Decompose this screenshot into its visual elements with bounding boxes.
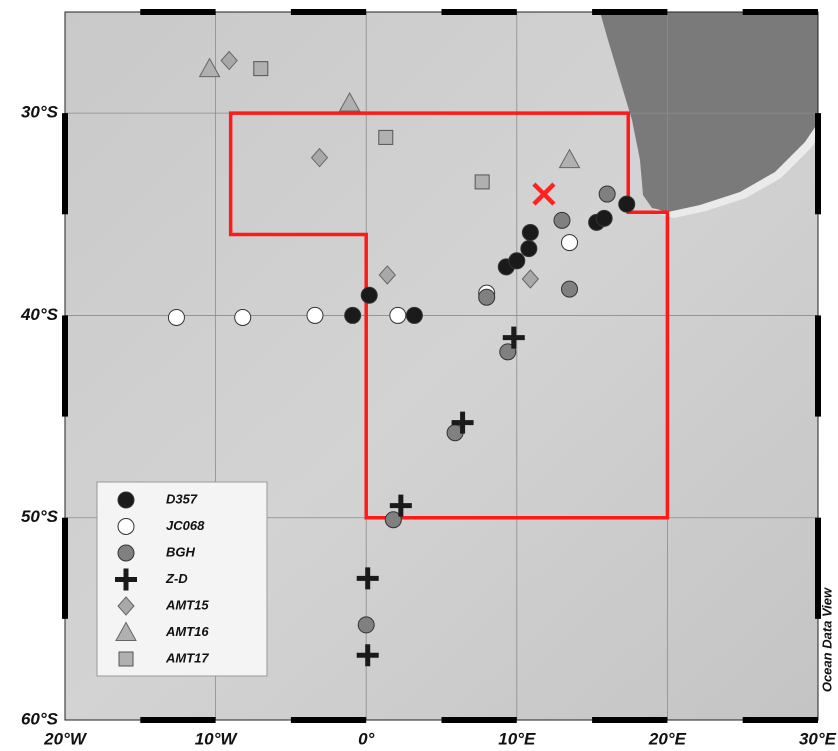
frame-bar <box>140 9 215 15</box>
legend-label: AMT16 <box>165 624 209 639</box>
legend-label: AMT17 <box>165 650 209 665</box>
y-tick-label: 60°S <box>21 709 59 728</box>
legend-label: AMT15 <box>165 597 209 612</box>
station-circle <box>619 196 635 212</box>
frame-bar <box>442 9 517 15</box>
legend-marker <box>118 519 134 535</box>
frame-bar <box>291 9 366 15</box>
y-tick-label: 40°S <box>20 305 59 324</box>
frame-bar <box>291 717 366 723</box>
station-circle <box>554 212 570 228</box>
frame-bar <box>442 717 517 723</box>
station-circle <box>406 307 422 323</box>
map: Ocean Data View 20°W 10°W 0° 10°E 20°E 30°E 30… <box>0 0 838 751</box>
station-circle <box>562 281 578 297</box>
frame-bar <box>140 717 215 723</box>
frame-bar <box>743 717 818 723</box>
legend-label: D357 <box>166 491 198 506</box>
station-circle <box>509 253 525 269</box>
frame-bar <box>592 9 667 15</box>
station-circle <box>390 307 406 323</box>
frame-bar <box>62 518 68 619</box>
x-tick-label: 20°W <box>43 729 88 748</box>
station-circle <box>479 289 495 305</box>
legend-label: Z-D <box>165 571 188 586</box>
frame-bar <box>592 717 667 723</box>
station-circle <box>521 241 537 257</box>
credit: Ocean Data View <box>819 587 834 692</box>
frame-bar <box>62 113 68 214</box>
station-circle <box>358 617 374 633</box>
x-tick-label: 10°W <box>195 729 239 748</box>
station-square <box>475 175 489 189</box>
station-circle <box>307 307 323 323</box>
station-circle <box>596 210 612 226</box>
y-tick-label: 30°S <box>21 103 59 122</box>
frame-bar <box>815 113 821 214</box>
station-square <box>254 62 268 76</box>
station-circle <box>361 287 377 303</box>
frame-bar <box>743 9 818 15</box>
y-tick-label: 50°S <box>21 507 59 526</box>
station-circle <box>345 307 361 323</box>
legend-marker <box>118 545 134 561</box>
frame-bar <box>815 315 821 416</box>
x-tick-label: 20°E <box>648 729 687 748</box>
legend-marker <box>118 492 134 508</box>
legend-label: BGH <box>166 544 196 559</box>
station-circle <box>599 186 615 202</box>
legend-marker <box>119 652 133 666</box>
station-circle <box>235 309 251 325</box>
x-tick-label: 10°E <box>498 729 536 748</box>
station-circle <box>168 309 184 325</box>
station-circle <box>562 235 578 251</box>
station-circle <box>522 224 538 240</box>
frame-bar <box>62 315 68 416</box>
station-square <box>379 130 393 144</box>
x-tick-label: 0° <box>358 729 374 748</box>
legend-label: JC068 <box>166 518 205 533</box>
x-tick-label: 30°E <box>799 729 837 748</box>
